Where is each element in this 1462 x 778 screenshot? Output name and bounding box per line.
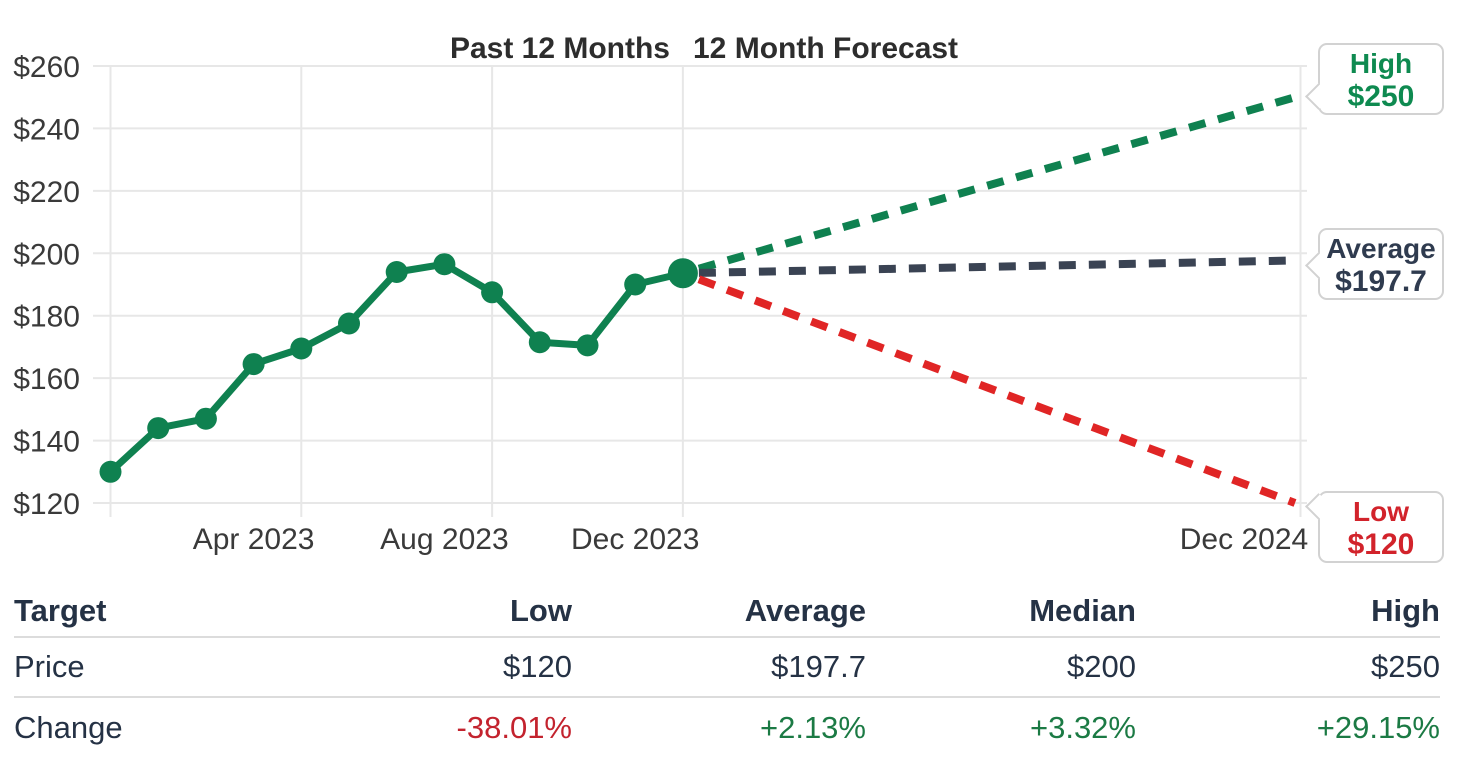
col-header-target: Target xyxy=(14,592,107,628)
col-header-median: Median xyxy=(1029,592,1136,628)
callout-low: Low $120 xyxy=(1305,491,1444,563)
change-median-cell: +3.32% xyxy=(1029,709,1136,745)
history-price-point xyxy=(290,337,313,360)
history-price-point xyxy=(194,407,217,430)
callout-average-value: $197.7 xyxy=(1335,265,1427,298)
y-axis-tick-label: $180 xyxy=(13,301,80,334)
callout-high: High $250 xyxy=(1305,43,1444,115)
history-price-point xyxy=(242,353,265,376)
forecast-average-line xyxy=(698,256,1296,277)
change-high-cell: +29.15% xyxy=(1316,709,1440,745)
y-axis-tick-label: $200 xyxy=(13,238,80,271)
forecast-low-line xyxy=(697,275,1297,507)
price-row-label: Price xyxy=(14,649,85,684)
history-price-point xyxy=(147,417,170,440)
y-axis-tick-label: $240 xyxy=(13,113,80,146)
history-price-point xyxy=(528,331,551,354)
price-average-cell: $197.7 xyxy=(771,649,866,684)
current-price-point xyxy=(667,258,698,289)
change-low-cell: -38.01% xyxy=(456,709,572,745)
price-forecast-chart: $260 $240 $220 $200 $180 $160 $140 $120 Apr 2023… xyxy=(13,32,1444,563)
change-average-cell: +2.13% xyxy=(759,709,866,745)
y-axis-tick-label: $120 xyxy=(13,488,80,521)
x-axis-tick-label: Dec 2023 xyxy=(571,523,699,556)
price-targets-table: Target Low Average Median High Price $12… xyxy=(14,585,1440,757)
table-row-change: Change -38.01% +2.13% +3.32% +29.15% xyxy=(14,697,1440,757)
col-header-average: Average xyxy=(744,592,866,628)
callout-low-label: Low xyxy=(1353,496,1409,527)
history-price-point xyxy=(481,281,504,304)
x-axis-tick-label: Apr 2023 xyxy=(193,523,315,556)
col-header-high: High xyxy=(1371,592,1440,628)
price-median-cell: $200 xyxy=(1067,649,1136,684)
callout-low-value: $120 xyxy=(1347,528,1415,561)
chart-title-12-month-forecast: 12 Month Forecast xyxy=(693,32,959,65)
price-low-cell: $120 xyxy=(503,649,572,684)
callout-average-label: Average xyxy=(1326,233,1436,264)
history-price-point xyxy=(338,312,360,335)
history-price-point xyxy=(433,253,456,276)
chart-canvas: $260 $240 $220 $200 $180 $160 $140 $120 Apr 2023… xyxy=(13,51,1308,556)
x-axis-tick-label: Dec 2024 xyxy=(1180,523,1308,556)
table-row-price: Price $120 $197.7 $200 $250 xyxy=(14,637,1440,697)
y-axis-tick-label: $160 xyxy=(13,363,80,396)
callout-average: Average $197.7 xyxy=(1305,228,1444,300)
history-price-point xyxy=(624,273,647,296)
table-header-row: Target Low Average Median High xyxy=(14,585,1440,637)
change-row-label: Change xyxy=(14,709,123,745)
callout-high-label: High xyxy=(1349,48,1413,79)
history-price-point xyxy=(99,460,122,483)
chart-title-past-12-months: Past 12 Months xyxy=(449,32,670,65)
history-price-point xyxy=(385,261,408,284)
price-high-cell: $250 xyxy=(1371,649,1440,684)
y-axis-tick-label: $140 xyxy=(13,426,80,459)
col-header-low: Low xyxy=(510,592,572,628)
forecast-high-line xyxy=(697,93,1297,273)
y-axis-tick-label: $260 xyxy=(13,51,80,84)
history-price-point xyxy=(576,334,599,357)
callout-high-value: $250 xyxy=(1347,80,1415,113)
x-axis-tick-label: Aug 2023 xyxy=(380,523,508,556)
y-axis-tick-label: $220 xyxy=(13,176,80,209)
